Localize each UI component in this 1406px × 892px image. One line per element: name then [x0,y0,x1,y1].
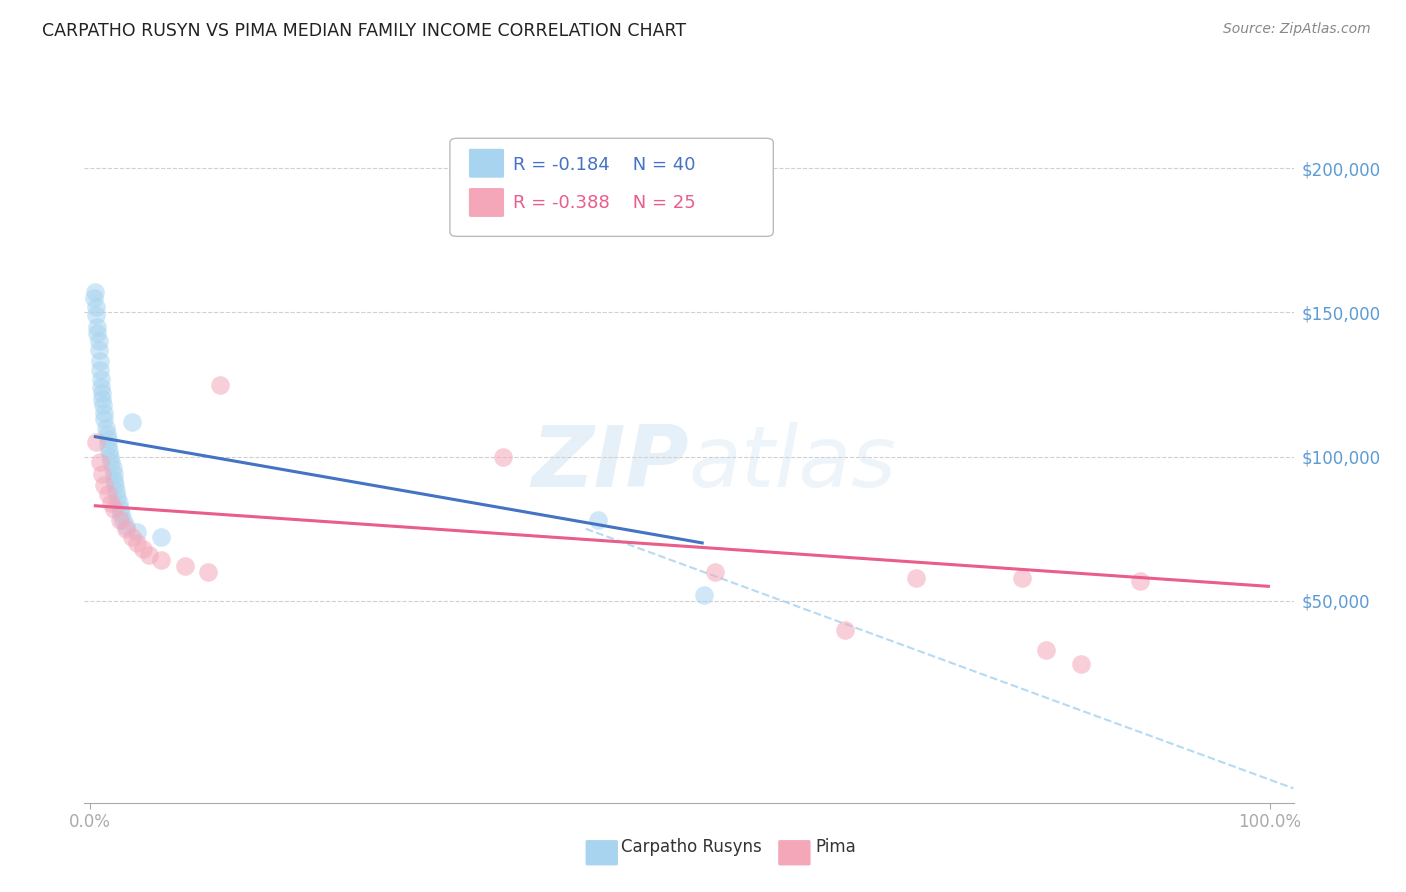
Point [94,421,117,435]
Point [104,478,127,492]
Point [86,326,108,340]
Point [83,291,105,305]
Point [97,433,120,447]
Point [112,513,135,527]
Point [150,553,173,567]
Point [121,530,143,544]
Point [692,588,714,602]
Point [87,334,110,349]
Point [89,363,111,377]
Point [150,530,173,544]
Point [105,490,128,504]
Point [1011,571,1033,585]
Point [127,524,149,539]
Point [105,484,128,499]
Point [97,438,120,452]
Text: R = -0.184    N = 40: R = -0.184 N = 40 [513,156,696,174]
Point [91,467,114,481]
Point [108,501,131,516]
Point [132,541,155,556]
Point [834,623,856,637]
Point [86,319,108,334]
Point [208,377,231,392]
Point [98,450,121,464]
Point [1129,574,1152,588]
Point [84,308,107,322]
Point [87,343,110,357]
Point [107,496,129,510]
Point [93,478,115,492]
Text: atlas: atlas [689,422,897,506]
Point [100,496,122,510]
Point [905,571,928,585]
Text: Carpatho Rusyns: Carpatho Rusyns [621,838,762,855]
Point [492,450,515,464]
Point [84,435,107,450]
Point [114,522,136,536]
Point [110,508,132,522]
Point [98,443,121,458]
Text: Source: ZipAtlas.com: Source: ZipAtlas.com [1223,22,1371,37]
Point [586,513,609,527]
Point [96,426,118,441]
Point [121,415,143,429]
Point [93,406,115,420]
Point [103,473,125,487]
Point [114,519,136,533]
Point [89,354,111,368]
Text: ZIP: ZIP [531,422,689,506]
Point [1035,643,1057,657]
Point [1070,657,1092,672]
Point [103,467,125,481]
Point [101,461,124,475]
Text: R = -0.388    N = 25: R = -0.388 N = 25 [513,194,696,212]
Point [84,300,107,314]
Point [89,455,111,469]
Point [93,412,115,426]
Point [90,372,112,386]
Text: Pima: Pima [815,838,856,855]
Point [127,536,149,550]
Point [197,565,219,579]
Point [90,380,112,394]
Point [704,565,727,579]
Point [108,513,131,527]
Point [91,386,114,401]
Point [84,285,107,300]
Point [100,455,122,469]
Text: CARPATHO RUSYN VS PIMA MEDIAN FAMILY INCOME CORRELATION CHART: CARPATHO RUSYN VS PIMA MEDIAN FAMILY INC… [42,22,686,40]
Point [91,398,114,412]
Point [138,548,160,562]
Point [103,501,125,516]
Point [91,392,114,406]
Point [173,559,195,574]
Point [97,487,120,501]
